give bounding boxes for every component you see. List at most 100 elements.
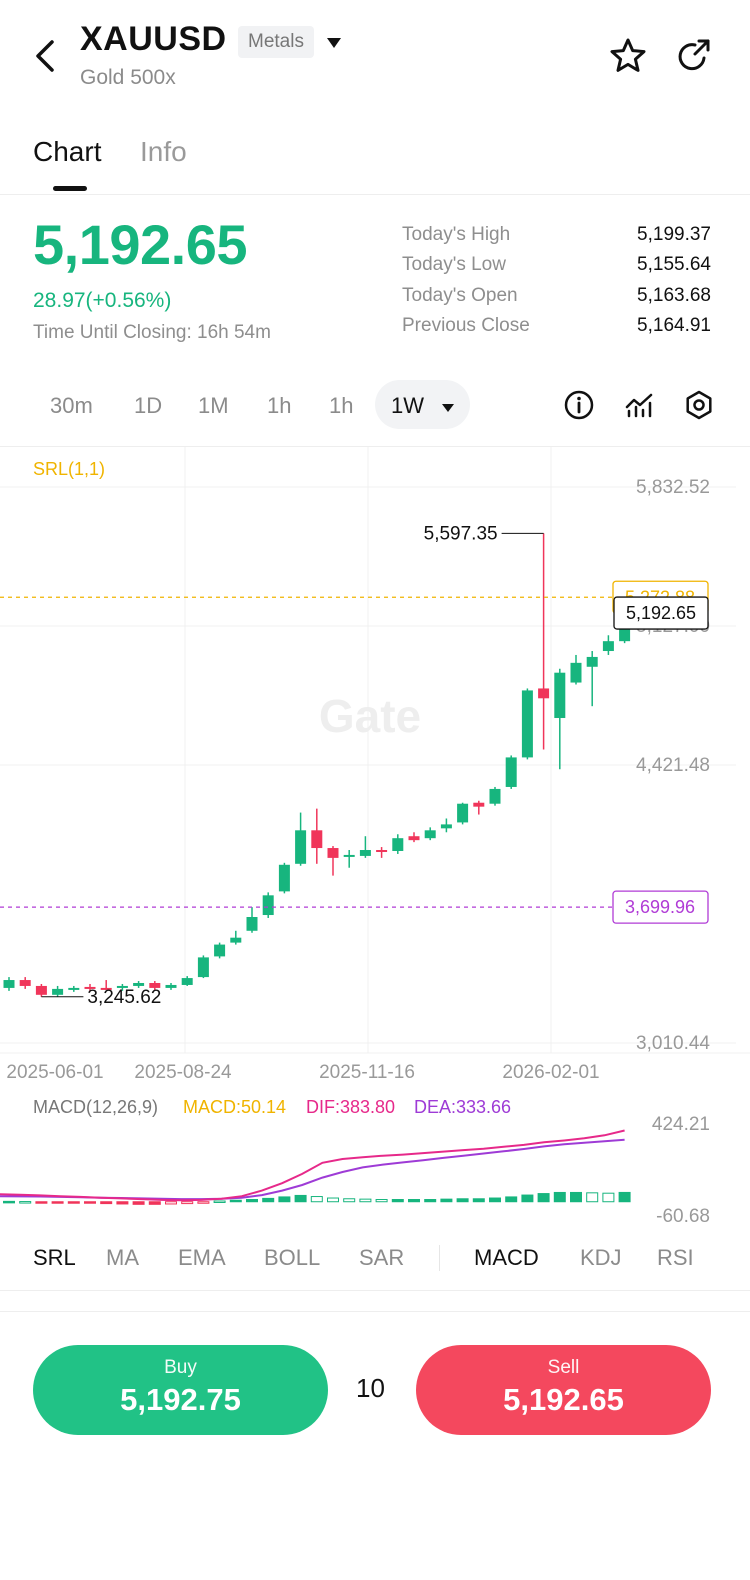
x-tick-label: 2025-06-01	[6, 1062, 103, 1083]
symbol-dropdown[interactable]	[326, 36, 342, 54]
macd-bar	[51, 1201, 64, 1204]
sell-label: Sell	[547, 1357, 580, 1378]
indicator-button[interactable]	[623, 389, 655, 421]
x-tick-label: 2025-08-24	[134, 1062, 232, 1083]
candle	[602, 635, 614, 655]
macd-bar	[586, 1192, 599, 1203]
candle	[311, 808, 323, 864]
candle	[84, 983, 96, 991]
macd-bar	[19, 1201, 32, 1204]
y-tick-label: 5,832.52	[636, 477, 710, 498]
current-price-label: 5,192.65	[626, 603, 696, 623]
stat-value-low: 5,155.64	[637, 254, 711, 275]
macd-bar	[229, 1199, 242, 1203]
stat-value-open: 5,163.68	[637, 285, 711, 306]
active-tab-indicator	[53, 186, 87, 191]
indicator-ema[interactable]: EMA	[178, 1245, 226, 1270]
sell-button[interactable]: Sell 5,192.65	[416, 1345, 711, 1435]
x-tick-label: 2025-11-16	[319, 1062, 415, 1083]
quantity-value[interactable]: 10	[356, 1373, 385, 1403]
indicator-rsi[interactable]: RSI	[657, 1245, 694, 1270]
srl-levels: 5,272.883,699.965,192.65	[0, 580, 709, 924]
macd-bar	[181, 1201, 194, 1205]
macd-params: MACD(12,26,9)	[33, 1097, 158, 1117]
candle	[278, 862, 290, 894]
candle-body	[230, 937, 242, 943]
srl-lower-tag	[612, 890, 709, 924]
divider	[0, 1311, 750, 1312]
indicator-icon	[625, 393, 653, 418]
indicator-kdj[interactable]: KDJ	[580, 1245, 622, 1270]
star-icon	[610, 38, 646, 72]
indicator-macd[interactable]: MACD	[474, 1245, 539, 1270]
symbol-subtitle: Gold 500x	[80, 66, 176, 89]
macd-bar	[116, 1201, 129, 1205]
candle	[392, 834, 404, 854]
caret-down-icon	[442, 404, 454, 412]
candle-body	[376, 850, 388, 853]
candle	[408, 832, 420, 843]
info-button[interactable]	[563, 389, 595, 421]
candle-body	[100, 987, 112, 990]
low-label: 3,245.62	[87, 987, 161, 1008]
buy-button[interactable]: Buy 5,192.75	[33, 1345, 328, 1435]
macd-panel	[0, 1129, 631, 1205]
macd-bar	[375, 1199, 388, 1203]
x-axis-labels: 2025-06-01 2025-08-24 2025-11-16 2026-02-01	[6, 1062, 599, 1083]
favorite-button[interactable]	[608, 36, 648, 76]
stat-label-open: Today's Open	[402, 285, 518, 306]
candle	[473, 800, 485, 815]
macd-bar	[618, 1191, 631, 1203]
candle-body	[246, 916, 258, 931]
timeframe-1d[interactable]: 1D	[134, 393, 163, 418]
price-chart[interactable]: Gate SRL(1,1) 5,832.525,127.004,421.483,…	[0, 447, 750, 1227]
indicator-boll[interactable]: BOLL	[264, 1245, 321, 1270]
timeframe-selector[interactable]	[375, 380, 470, 429]
candle-body	[473, 802, 485, 807]
candle-body	[359, 850, 371, 856]
candle	[554, 668, 566, 770]
candle-body	[68, 987, 80, 990]
candle-body	[84, 986, 96, 989]
stat-value-high: 5,199.37	[637, 224, 711, 245]
timeframe-30m[interactable]: 30m	[50, 393, 93, 418]
macd-bar	[456, 1198, 469, 1203]
srl-indicator-label: SRL(1,1)	[33, 459, 105, 479]
back-arrow-icon	[36, 40, 54, 72]
candle-body	[278, 864, 290, 892]
x-tick-label: 2026-02-01	[502, 1062, 599, 1083]
candle-body	[3, 980, 15, 988]
candle	[230, 930, 242, 945]
info-icon	[564, 390, 594, 420]
macd-bar	[408, 1199, 420, 1203]
candle	[262, 892, 274, 918]
tab-chart[interactable]: Chart	[33, 136, 102, 167]
candle	[343, 850, 355, 868]
candle-body	[392, 838, 404, 851]
candle	[116, 983, 128, 991]
indicator-ma[interactable]: MA	[106, 1245, 139, 1270]
timeframe-caret	[441, 400, 455, 418]
macd-bar	[67, 1201, 80, 1204]
timeframe-1h-alt[interactable]: 1h	[329, 393, 354, 418]
candle	[197, 955, 209, 979]
macd-value: MACD:50.14	[183, 1097, 286, 1117]
y-axis-labels: 5,832.525,127.004,421.483,010.44	[636, 477, 710, 1054]
candle	[3, 977, 15, 991]
candle	[214, 942, 226, 959]
settings-button[interactable]	[683, 389, 715, 421]
candle	[538, 533, 550, 750]
indicator-sar[interactable]: SAR	[359, 1245, 405, 1270]
share-button[interactable]	[674, 36, 714, 76]
indicator-srl[interactable]: SRL	[33, 1245, 76, 1270]
dif-value: DIF:383.80	[306, 1097, 395, 1117]
candle	[440, 818, 452, 833]
category-badge: Metals	[238, 26, 314, 58]
candle-body	[457, 803, 469, 823]
back-button[interactable]	[28, 34, 68, 78]
timeframe-1m[interactable]: 1M	[198, 393, 229, 418]
timeframe-1h[interactable]: 1h	[267, 393, 292, 418]
divider	[0, 1290, 750, 1291]
candle-body	[19, 980, 31, 986]
tab-info[interactable]: Info	[140, 136, 187, 167]
